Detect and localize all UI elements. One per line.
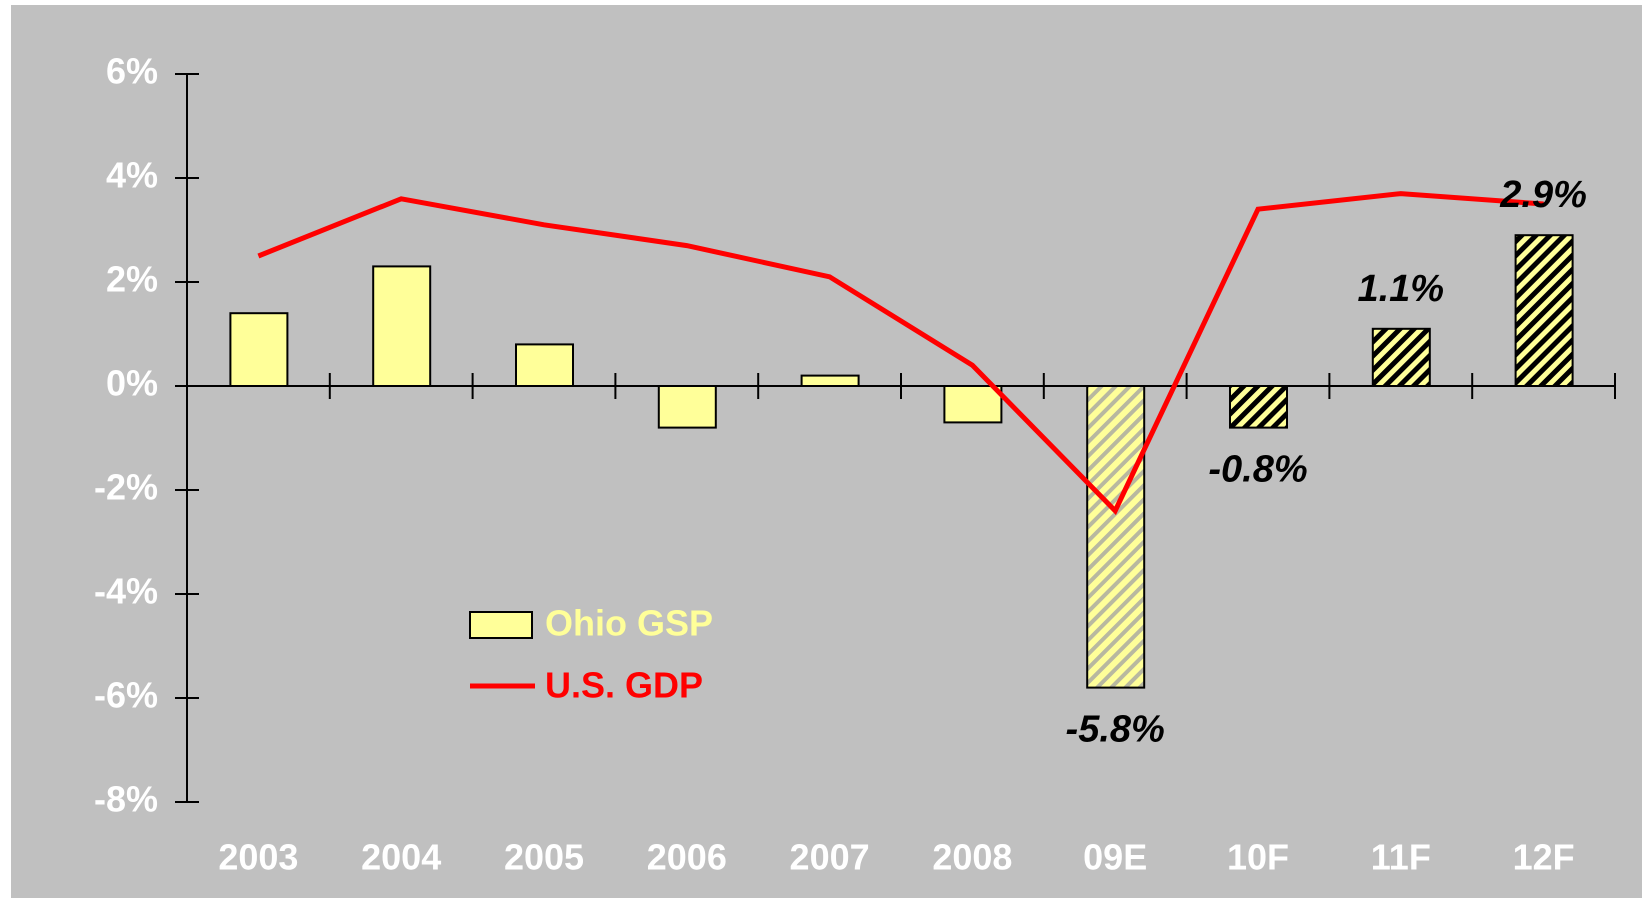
bar bbox=[1371, 327, 1431, 387]
bar bbox=[1229, 385, 1288, 429]
y-tick-label: 0% bbox=[106, 363, 158, 404]
x-tick-label: 2008 bbox=[932, 837, 1012, 878]
x-tick-label: 2004 bbox=[361, 837, 441, 878]
bar bbox=[515, 343, 574, 387]
y-tick-label: 2% bbox=[106, 259, 158, 300]
value-label: 1.1% bbox=[1357, 268, 1444, 310]
x-tick-label: 2003 bbox=[218, 837, 298, 878]
y-tick-label: -4% bbox=[94, 571, 158, 612]
y-tick-label: 4% bbox=[106, 155, 158, 196]
legend-label: Ohio GSP bbox=[545, 603, 713, 644]
x-tick-label: 2005 bbox=[504, 837, 584, 878]
y-tick-label: -8% bbox=[94, 779, 158, 820]
bar bbox=[1086, 385, 1146, 689]
legend-label: U.S. GDP bbox=[545, 665, 703, 706]
x-tick-label: 09E bbox=[1083, 837, 1147, 878]
bar bbox=[657, 385, 717, 429]
x-tick-label: 2007 bbox=[790, 837, 870, 878]
x-tick-label: 2006 bbox=[647, 837, 727, 878]
bar bbox=[943, 385, 1003, 424]
y-tick-label: -2% bbox=[94, 467, 158, 508]
x-tick-label: 11F bbox=[1371, 837, 1431, 878]
legend-swatch bbox=[469, 611, 533, 639]
line bbox=[257, 191, 1544, 516]
y-tick-label: 6% bbox=[106, 51, 158, 92]
y-tick-label: -6% bbox=[94, 675, 158, 716]
bar bbox=[372, 265, 432, 387]
bar bbox=[800, 374, 860, 388]
x-tick-label: 12F bbox=[1513, 837, 1575, 878]
bar bbox=[229, 312, 289, 388]
background bbox=[11, 5, 1642, 898]
value-label: 2.9% bbox=[1499, 174, 1587, 216]
x-tick-label: 10F bbox=[1227, 837, 1289, 878]
bar bbox=[1514, 234, 1574, 387]
value-label: -0.8% bbox=[1208, 449, 1307, 491]
value-label: -5.8% bbox=[1066, 709, 1165, 751]
